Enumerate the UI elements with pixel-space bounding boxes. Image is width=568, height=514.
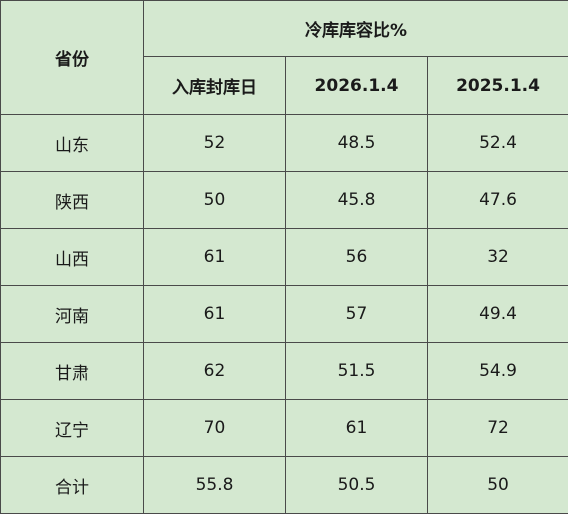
- table-row: 河南 61 57 49.4: [1, 286, 568, 343]
- table-row: 山东 52 48.5 52.4: [1, 115, 568, 172]
- header-group: 冷库库容比%: [144, 1, 568, 57]
- row-value: 52: [144, 115, 286, 172]
- table-row: 辽宁 70 61 72: [1, 400, 568, 457]
- row-value: 61: [144, 286, 286, 343]
- row-value: 49.4: [428, 286, 568, 343]
- row-value: 48.5: [286, 115, 428, 172]
- row-value: 50: [144, 172, 286, 229]
- row-value: 61: [144, 229, 286, 286]
- header-row-1: 省份 冷库库容比%: [1, 1, 568, 57]
- header-col-1: 入库封库日: [144, 57, 286, 115]
- row-value: 32: [428, 229, 568, 286]
- row-value: 61: [286, 400, 428, 457]
- row-value: 62: [144, 343, 286, 400]
- table-row: 陕西 50 45.8 47.6: [1, 172, 568, 229]
- row-province: 甘肃: [1, 343, 144, 400]
- row-province: 河南: [1, 286, 144, 343]
- row-value: 47.6: [428, 172, 568, 229]
- row-value: 51.5: [286, 343, 428, 400]
- header-col-3: 2025.1.4: [428, 57, 568, 115]
- row-value: 50: [428, 457, 568, 514]
- row-value: 70: [144, 400, 286, 457]
- row-province: 山西: [1, 229, 144, 286]
- table-row: 山西 61 56 32: [1, 229, 568, 286]
- table-row-total: 合计 55.8 50.5 50: [1, 457, 568, 514]
- row-value: 50.5: [286, 457, 428, 514]
- row-value: 52.4: [428, 115, 568, 172]
- row-province: 合计: [1, 457, 144, 514]
- row-value: 57: [286, 286, 428, 343]
- row-value: 45.8: [286, 172, 428, 229]
- row-value: 55.8: [144, 457, 286, 514]
- row-value: 56: [286, 229, 428, 286]
- header-col-2: 2026.1.4: [286, 57, 428, 115]
- row-value: 72: [428, 400, 568, 457]
- table-row: 甘肃 62 51.5 54.9: [1, 343, 568, 400]
- row-value: 54.9: [428, 343, 568, 400]
- row-province: 山东: [1, 115, 144, 172]
- row-province: 辽宁: [1, 400, 144, 457]
- row-province: 陕西: [1, 172, 144, 229]
- header-province: 省份: [1, 1, 144, 115]
